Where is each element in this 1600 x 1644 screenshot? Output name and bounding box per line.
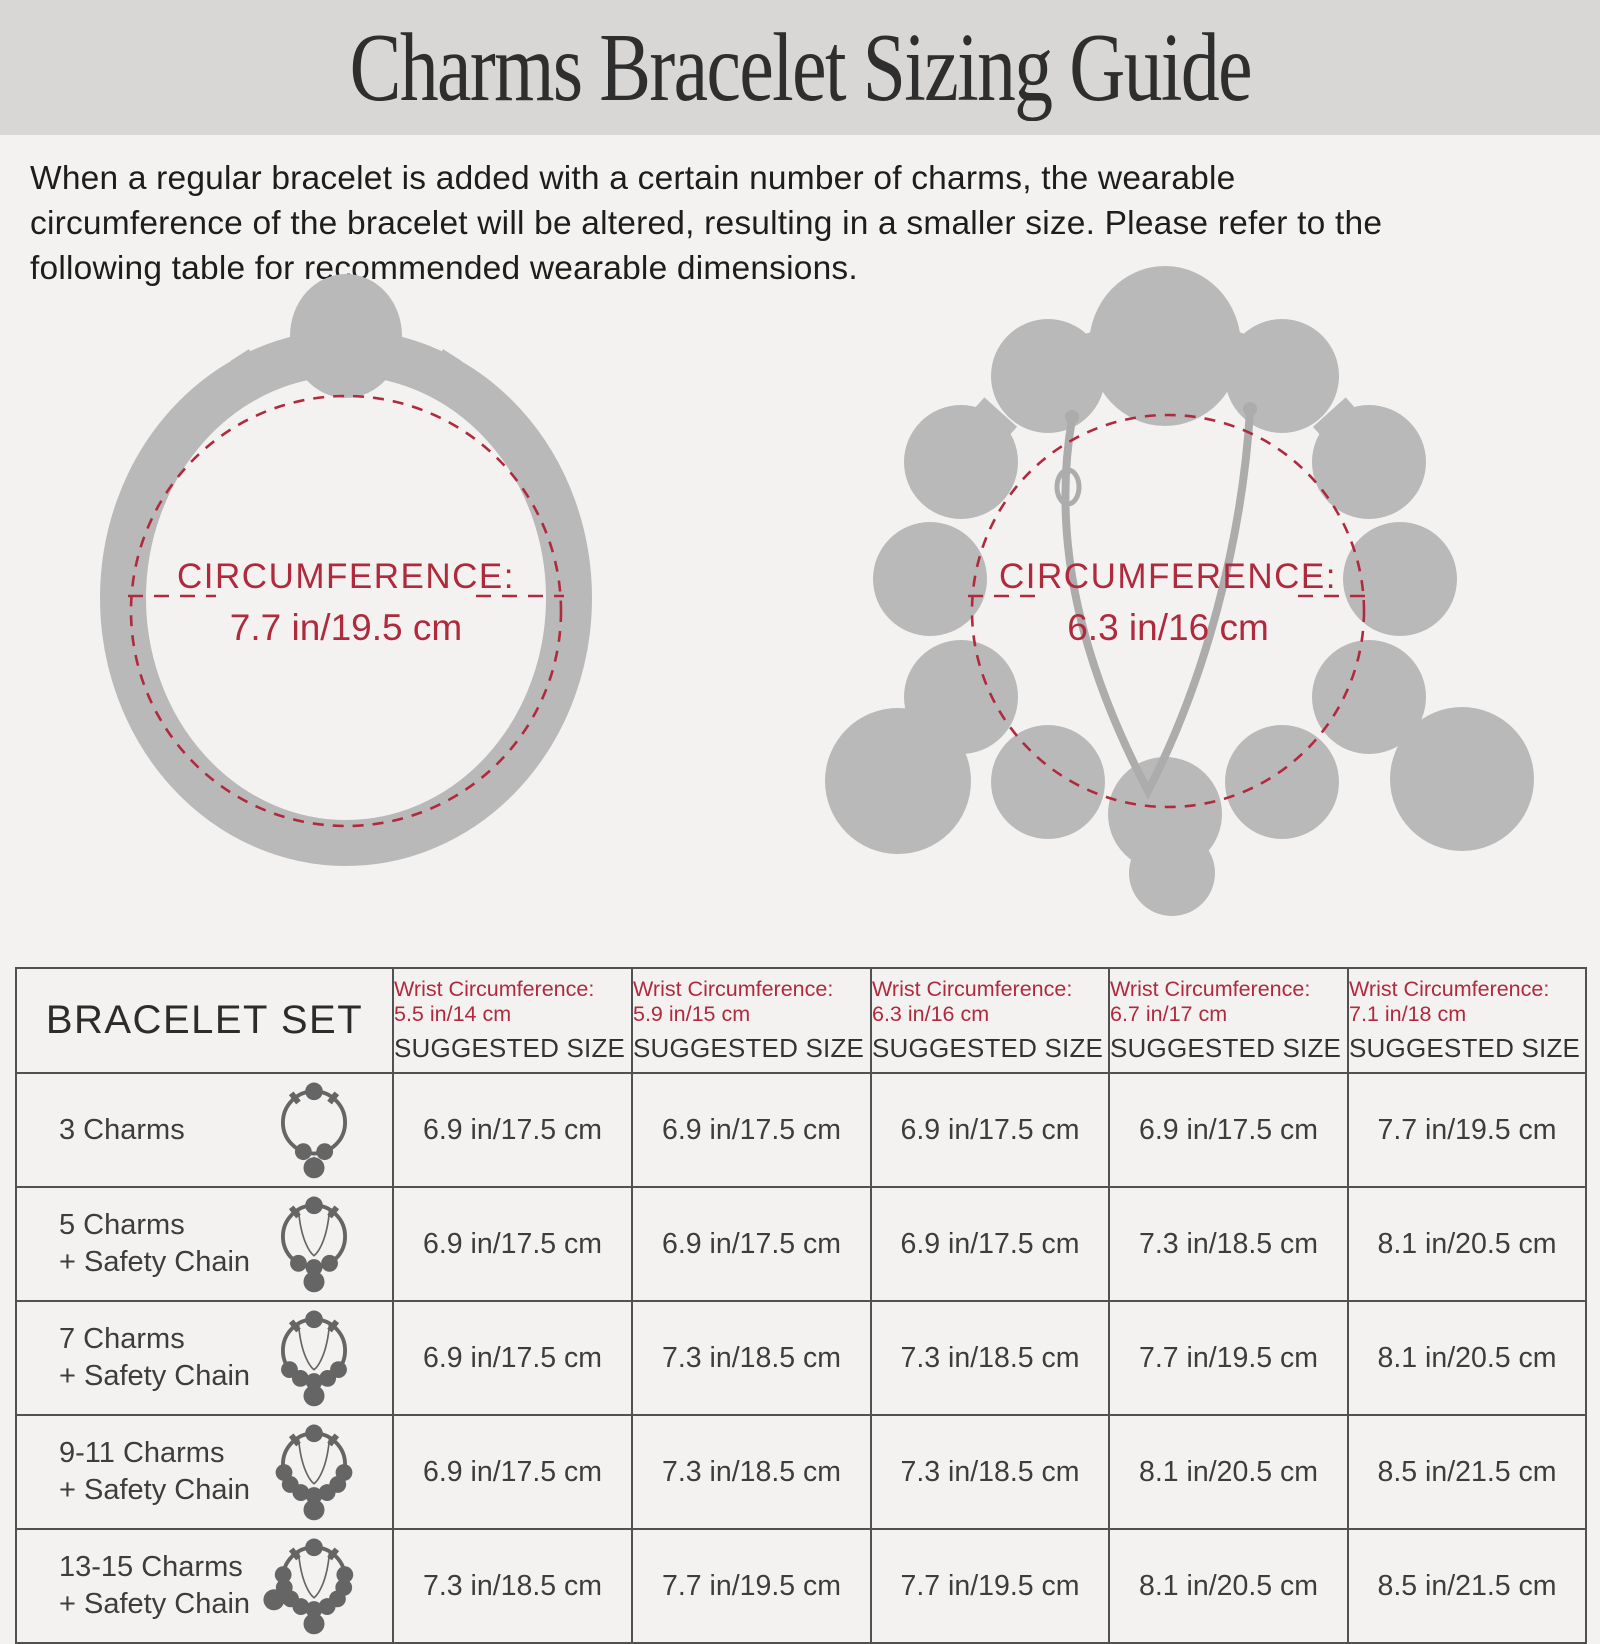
- wrist-circumference-header: Wrist Circumference: 5.9 in/15 cm SUGGESTE…: [631, 967, 872, 1074]
- size-value-cell: 7.3 in/18.5 cm: [631, 1414, 872, 1530]
- suggested-size-label: SUGGESTED SIZE: [1110, 1033, 1342, 1063]
- table-row: 9-11 Charms + Safety Chain 6.9 in/17.5 cm 7…: [15, 1414, 1587, 1530]
- wrist-circumference-header: Wrist Circumference: 5.5 in/14 cm SUGGESTE…: [392, 967, 633, 1074]
- clasp-silhouette: [1089, 266, 1241, 426]
- intro-line: following table for recommended wearable…: [30, 250, 858, 287]
- size-value-cell: 8.1 in/20.5 cm: [1108, 1528, 1349, 1644]
- size-value-cell: 6.9 in/17.5 cm: [870, 1186, 1110, 1302]
- table-header-row: BRACELET SET Wrist Circumference: 5.5 in/…: [15, 967, 1587, 1074]
- size-value-cell: 6.9 in/17.5 cm: [870, 1072, 1110, 1188]
- size-value-cell: 7.7 in/19.5 cm: [1108, 1300, 1349, 1416]
- size-value-cell: 7.3 in/18.5 cm: [870, 1300, 1110, 1416]
- intro-paragraph: When a regular bracelet is added with a …: [30, 156, 1570, 291]
- row-label: 3 Charms: [59, 1113, 185, 1146]
- size-value-cell: 6.9 in/17.5 cm: [392, 1186, 633, 1302]
- plain-bracelet-diagram: CIRCUMFERENCE: 7.7 in/19.5 cm: [100, 274, 592, 866]
- dangling-charm: [825, 708, 971, 854]
- size-value-cell: 7.7 in/19.5 cm: [631, 1528, 872, 1644]
- size-value-cell: 8.1 in/20.5 cm: [1347, 1186, 1587, 1302]
- size-value-cell: 7.7 in/19.5 cm: [870, 1528, 1110, 1644]
- table-row: 7 Charms + Safety Chain 6.9 in/17.5 cm 7.3 …: [15, 1300, 1587, 1416]
- row-label: 5 Charms + Safety Chain: [59, 1209, 251, 1278]
- page-title: Charms Bracelet Sizing Guide: [349, 14, 1252, 121]
- size-value-cell: 8.5 in/21.5 cm: [1347, 1528, 1587, 1644]
- size-value-cell: 6.9 in/17.5 cm: [631, 1072, 872, 1188]
- intro-line: When a regular bracelet is added with a …: [30, 160, 1236, 197]
- size-value-cell: 7.7 in/19.5 cm: [1347, 1072, 1587, 1188]
- bracelet-set-cell: 7 Charms + Safety Chain: [15, 1300, 394, 1416]
- bracelet-set-icon: [280, 1196, 348, 1293]
- bracelet-set-cell: 5 Charms + Safety Chain: [15, 1186, 394, 1302]
- wrist-circumference-label: Wrist Circumference: 5.5 in/14 cm: [394, 977, 595, 1026]
- table-row: 13-15 Charms + Safety Chain 7.3 in/18.5 cm…: [15, 1528, 1587, 1644]
- dangling-charm: [1129, 830, 1215, 916]
- size-value-cell: 6.9 in/17.5 cm: [392, 1300, 633, 1416]
- suggested-size-label: SUGGESTED SIZE: [633, 1033, 865, 1063]
- bracelet-set-cell: 9-11 Charms + Safety Chain: [15, 1414, 394, 1530]
- size-value-cell: 7.3 in/18.5 cm: [870, 1414, 1110, 1530]
- size-value-cell: 7.3 in/18.5 cm: [392, 1528, 633, 1644]
- column-header-bracelet-set: BRACELET SET: [15, 967, 394, 1074]
- bracelet-set-cell: 13-15 Charms + Safety Chain: [15, 1528, 394, 1644]
- intro-line: circumference of the bracelet will be al…: [30, 205, 1383, 242]
- size-value-cell: 8.1 in/20.5 cm: [1347, 1300, 1587, 1416]
- charm-bracelet-diagram: CIRCUMFERENCE: 6.3 in/16 cm: [825, 266, 1534, 916]
- bracelet-set-icon: [280, 1082, 348, 1179]
- size-value-cell: 6.9 in/17.5 cm: [1108, 1072, 1349, 1188]
- circumference-dashed-circle: [129, 394, 563, 828]
- wrist-circumference-label: Wrist Circumference: 7.1 in/18 cm: [1349, 977, 1550, 1026]
- circumference-dashed-circle: [970, 413, 1366, 809]
- size-value-cell: 6.9 in/17.5 cm: [631, 1186, 872, 1302]
- size-value-cell: 7.3 in/18.5 cm: [631, 1300, 872, 1416]
- diagrams-canvas: CIRCUMFERENCE: 7.7 in/19.5 cm: [100, 266, 1534, 916]
- wrist-circumference-header: Wrist Circumference: 7.1 in/18 cm SUGGESTE…: [1347, 967, 1587, 1074]
- bracelet-diagrams: CIRCUMFERENCE: 7.7 in/19.5 cm: [0, 266, 1600, 963]
- circumference-label: CIRCUMFERENCE:: [177, 557, 515, 596]
- wrist-circumference-label: Wrist Circumference: 5.9 in/15 cm: [633, 977, 834, 1026]
- table-row: 3 Charms 6.9 in/17.5 cm 6.9 in/17.5 cm 6.9 …: [15, 1072, 1587, 1188]
- wrist-circumference-label: Wrist Circumference: 6.3 in/16 cm: [872, 977, 1073, 1026]
- wrist-circumference-header: Wrist Circumference: 6.7 in/17 cm SUGGESTE…: [1108, 967, 1349, 1074]
- size-value-cell: 6.9 in/17.5 cm: [392, 1414, 633, 1530]
- safety-chain: [1054, 402, 1257, 800]
- table-row: 5 Charms + Safety Chain 6.9 in/17.5 cm 6.9 …: [15, 1186, 1587, 1302]
- clasp-silhouette: [290, 274, 402, 398]
- suggested-size-label: SUGGESTED SIZE: [872, 1033, 1104, 1063]
- size-value-cell: 8.1 in/20.5 cm: [1108, 1414, 1349, 1530]
- sizing-table: BRACELET SET Wrist Circumference: 5.5 in/…: [15, 967, 1587, 1644]
- wrist-circumference-header: Wrist Circumference: 6.3 in/16 cm SUGGESTE…: [870, 967, 1110, 1074]
- row-label: 13-15 Charms + Safety Chain: [59, 1551, 251, 1620]
- size-value-cell: 7.3 in/18.5 cm: [1108, 1186, 1349, 1302]
- circumference-value: 7.7 in/19.5 cm: [230, 607, 462, 648]
- circumference-value: 6.3 in/16 cm: [1067, 607, 1269, 648]
- row-label: 9-11 Charms + Safety Chain: [59, 1437, 251, 1506]
- suggested-size-label: SUGGESTED SIZE: [1349, 1033, 1581, 1063]
- wrist-circumference-label: Wrist Circumference: 6.7 in/17 cm: [1110, 977, 1311, 1026]
- circumference-label: CIRCUMFERENCE:: [999, 557, 1337, 596]
- bracelet-set-icon: [263, 1538, 354, 1635]
- row-label: 7 Charms + Safety Chain: [59, 1323, 251, 1392]
- bracelet-set-cell: 3 Charms: [15, 1072, 394, 1188]
- suggested-size-label: SUGGESTED SIZE: [394, 1033, 626, 1063]
- dangling-charm: [1390, 707, 1534, 851]
- bracelet-set-icon: [275, 1424, 353, 1521]
- size-value-cell: 6.9 in/17.5 cm: [392, 1072, 633, 1188]
- size-value-cell: 8.5 in/21.5 cm: [1347, 1414, 1587, 1530]
- header-banner: Charms Bracelet Sizing Guide: [0, 0, 1600, 135]
- bracelet-set-icon: [280, 1310, 348, 1407]
